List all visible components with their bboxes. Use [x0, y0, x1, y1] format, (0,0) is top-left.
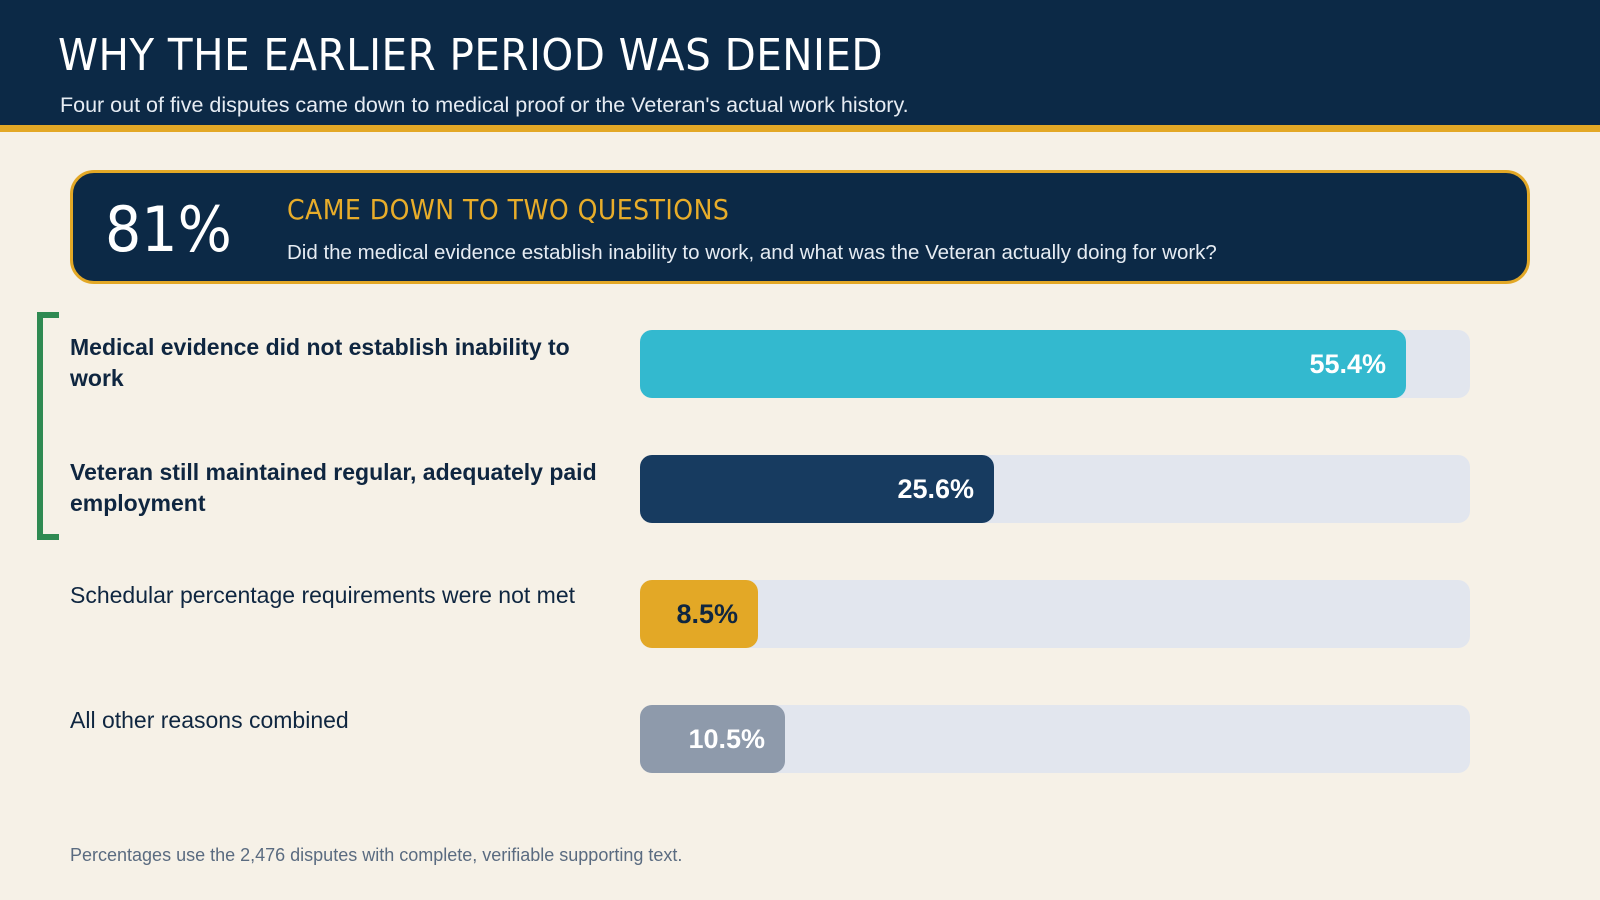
bar-track: 25.6%: [640, 455, 1470, 523]
header-banner: WHY THE EARLIER PERIOD WAS DENIED Four o…: [0, 0, 1600, 132]
bar-value-label: 10.5%: [688, 724, 765, 754]
bar: [640, 455, 994, 523]
bar: [640, 330, 1406, 398]
bar-value-label: 25.6%: [897, 474, 974, 504]
summary-callout: 81% CAME DOWN TO TWO QUESTIONS Did the m…: [70, 170, 1530, 284]
callout-stat: 81%: [105, 193, 232, 266]
callout-heading: CAME DOWN TO TWO QUESTIONS: [287, 193, 730, 226]
bar-value-label: 8.5%: [676, 599, 738, 629]
bar-value-label: 55.4%: [1309, 349, 1386, 379]
bar-track: 8.5%: [640, 580, 1470, 648]
callout-body: Did the medical evidence establish inabi…: [287, 241, 1217, 264]
emphasis-bracket: [37, 312, 59, 540]
bar-category-label: Schedular percentage requirements were n…: [70, 582, 576, 608]
bar: [640, 705, 785, 773]
page-subtitle: Four out of five disputes came down to m…: [60, 93, 909, 117]
bar-category-label: Medical evidence did not establish inabi…: [70, 334, 570, 391]
bar: [640, 580, 758, 648]
bar-category-label: Veteran still maintained regular, adequa…: [70, 459, 597, 516]
bar-track: 55.4%: [640, 330, 1470, 398]
page-title: WHY THE EARLIER PERIOD WAS DENIED: [58, 30, 884, 81]
bar-category-label: All other reasons combined: [70, 707, 349, 733]
bar-track: 10.5%: [640, 705, 1470, 773]
footnote: Percentages use the 2,476 disputes with …: [70, 845, 683, 865]
